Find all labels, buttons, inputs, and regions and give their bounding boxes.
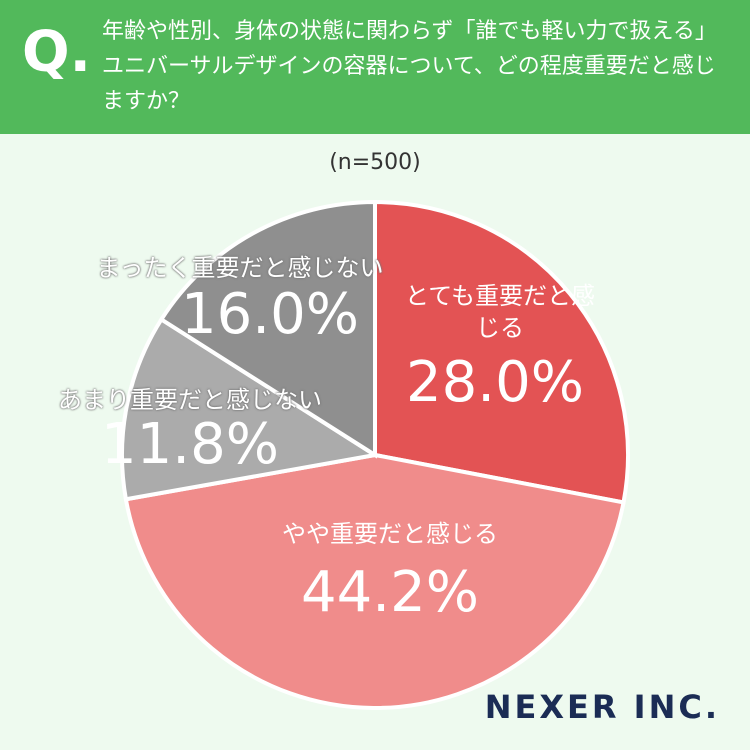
pie-slice — [123, 452, 626, 710]
value-label: 11.8% — [101, 412, 279, 477]
subtitle: (n=500) — [329, 150, 421, 175]
slice-label: あまり重要だと感じない — [58, 386, 322, 414]
pie-slice — [373, 199, 630, 505]
chart-title: 年齢や性別、身体の状態に関わらず「誰でも軽い力で扱える」ユニバーサルデザインの容… — [102, 19, 717, 114]
slice-label: まったく重要だと感じない — [96, 254, 384, 282]
value-label: 44.2% — [301, 560, 479, 625]
pie-slice — [158, 199, 377, 459]
slice-label: とても重要だと感じる — [404, 282, 596, 342]
pie-slice — [120, 316, 381, 502]
value-label: 16.0% — [181, 282, 359, 347]
slice-label: やや重要だと感じる — [282, 520, 498, 548]
header: Q. 年齢や性別、身体の状態に関わらず「誰でも軽い力で扱える」ユニバーサルデザイ… — [0, 0, 750, 134]
q-mark: Q. — [22, 20, 91, 85]
value-label: 28.0% — [406, 350, 584, 415]
brand-logo: NEXER INC. — [484, 688, 720, 726]
